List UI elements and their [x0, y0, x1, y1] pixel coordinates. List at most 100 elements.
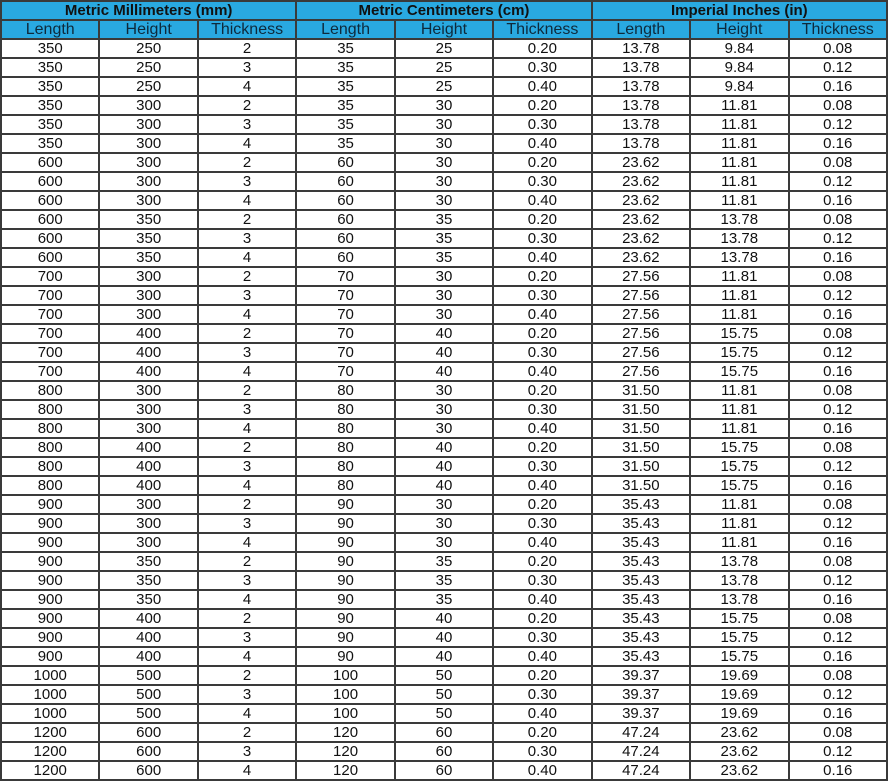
table-cell: 0.12 — [787, 570, 888, 591]
table-cell: 70 — [295, 361, 396, 382]
table-cell: 40 — [393, 361, 495, 382]
table-cell: 30 — [393, 190, 495, 211]
table-cell: 35 — [295, 76, 396, 97]
table-cell: 35.43 — [590, 551, 692, 572]
table-cell: 23.62 — [689, 760, 790, 781]
table-cell: 350 — [0, 38, 101, 59]
table-cell: 350 — [98, 551, 199, 572]
table-cell: 13.78 — [689, 589, 790, 610]
table-row: 350 300 4 35 30 0.40 13.78 11.81 0.16 — [0, 133, 888, 154]
table-cell: 0.16 — [787, 703, 888, 724]
table-cell: 0.12 — [787, 285, 888, 306]
table-cell: 27.56 — [590, 304, 692, 325]
table-cell: 15.75 — [689, 475, 790, 496]
table-cell: 70 — [295, 285, 396, 306]
table-cell: 300 — [98, 266, 199, 287]
table-row: 600 300 2 60 30 0.20 23.62 11.81 0.08 — [0, 152, 888, 173]
table-cell: 600 — [0, 190, 101, 211]
table-cell: 4 — [196, 304, 298, 325]
table-cell: 50 — [393, 684, 495, 705]
table-cell: 400 — [98, 646, 199, 667]
table-cell: 100 — [295, 665, 396, 686]
table-cell: 300 — [98, 304, 199, 325]
table-cell: 40 — [393, 475, 495, 496]
table-cell: 13.78 — [689, 570, 790, 591]
table-cell: 70 — [295, 266, 396, 287]
table-cell: 300 — [98, 494, 199, 515]
table-cell: 0.08 — [787, 665, 888, 686]
table-cell: 35 — [393, 247, 495, 268]
table-cell: 15.75 — [689, 361, 790, 382]
table-cell: 39.37 — [590, 703, 692, 724]
table-cell: 0.16 — [787, 133, 888, 154]
table-cell: 0.30 — [492, 741, 593, 762]
table-cell: 11.81 — [689, 513, 790, 534]
table-cell: 60 — [393, 760, 495, 781]
table-cell: 25 — [393, 57, 495, 78]
table-cell: 0.40 — [492, 361, 593, 382]
table-cell: 39.37 — [590, 665, 692, 686]
table-cell: 40 — [393, 437, 495, 458]
table-cell: 0.40 — [492, 760, 593, 781]
table-cell: 4 — [196, 703, 298, 724]
table-cell: 90 — [295, 646, 396, 667]
table-row: 700 400 2 70 40 0.20 27.56 15.75 0.08 — [0, 323, 888, 344]
table-row: 900 300 4 90 30 0.40 35.43 11.81 0.16 — [0, 532, 888, 553]
table-cell: 0.20 — [492, 95, 593, 116]
table-cell: 35.43 — [590, 589, 692, 610]
table-cell: 80 — [295, 437, 396, 458]
table-cell: 2 — [196, 722, 298, 743]
table-cell: 0.08 — [787, 722, 888, 743]
table-cell: 15.75 — [689, 437, 790, 458]
table-cell: 0.30 — [492, 171, 593, 192]
table-cell: 19.69 — [689, 684, 790, 705]
table-row: 600 350 2 60 35 0.20 23.62 13.78 0.08 — [0, 209, 888, 230]
table-cell: 0.20 — [492, 209, 593, 230]
table-cell: 27.56 — [590, 323, 692, 344]
table-row: 1000 500 3 100 50 0.30 39.37 19.69 0.12 — [0, 684, 888, 705]
table-cell: 800 — [0, 437, 101, 458]
table-row: 1200 600 4 120 60 0.40 47.24 23.62 0.16 — [0, 760, 888, 781]
table-cell: 300 — [98, 532, 199, 553]
table-cell: 27.56 — [590, 342, 692, 363]
table-cell: 11.81 — [689, 418, 790, 439]
table-cell: 15.75 — [689, 627, 790, 648]
table-cell: 0.16 — [787, 361, 888, 382]
table-cell: 0.12 — [787, 513, 888, 534]
table-cell: 300 — [98, 171, 199, 192]
table-cell: 30 — [393, 133, 495, 154]
table-cell: 60 — [295, 209, 396, 230]
table-cell: 0.20 — [492, 437, 593, 458]
table-cell: 4 — [196, 646, 298, 667]
table-cell: 13.78 — [590, 133, 692, 154]
table-cell: 900 — [0, 513, 101, 534]
table-cell: 800 — [0, 456, 101, 477]
table-cell: 30 — [393, 152, 495, 173]
table-cell: 50 — [393, 665, 495, 686]
table-cell: 0.16 — [787, 418, 888, 439]
table-cell: 15.75 — [689, 608, 790, 629]
table-cell: 700 — [0, 285, 101, 306]
table-cell: 0.30 — [492, 684, 593, 705]
table-cell: 0.40 — [492, 532, 593, 553]
table-row: 900 300 2 90 30 0.20 35.43 11.81 0.08 — [0, 494, 888, 515]
table-cell: 13.78 — [689, 247, 790, 268]
table-cell: 2 — [196, 380, 298, 401]
table-cell: 250 — [98, 76, 199, 97]
table-cell: 30 — [393, 513, 495, 534]
table-cell: 600 — [98, 722, 199, 743]
table-cell: 350 — [0, 95, 101, 116]
table-cell: 0.30 — [492, 456, 593, 477]
table-cell: 11.81 — [689, 285, 790, 306]
table-cell: 47.24 — [590, 722, 692, 743]
table-cell: 0.30 — [492, 57, 593, 78]
table-row: 900 400 3 90 40 0.30 35.43 15.75 0.12 — [0, 627, 888, 648]
table-cell: 350 — [0, 76, 101, 97]
table-cell: 2 — [196, 95, 298, 116]
table-cell: 1200 — [0, 760, 101, 781]
table-cell: 90 — [295, 627, 396, 648]
table-cell: 40 — [393, 456, 495, 477]
table-cell: 0.30 — [492, 513, 593, 534]
table-cell: 35.43 — [590, 532, 692, 553]
